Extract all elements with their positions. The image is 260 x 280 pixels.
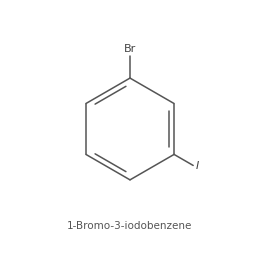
Text: 1-Bromo-3-iodobenzene: 1-Bromo-3-iodobenzene [67,221,193,231]
Text: I: I [196,161,199,171]
Text: Br: Br [124,44,136,54]
